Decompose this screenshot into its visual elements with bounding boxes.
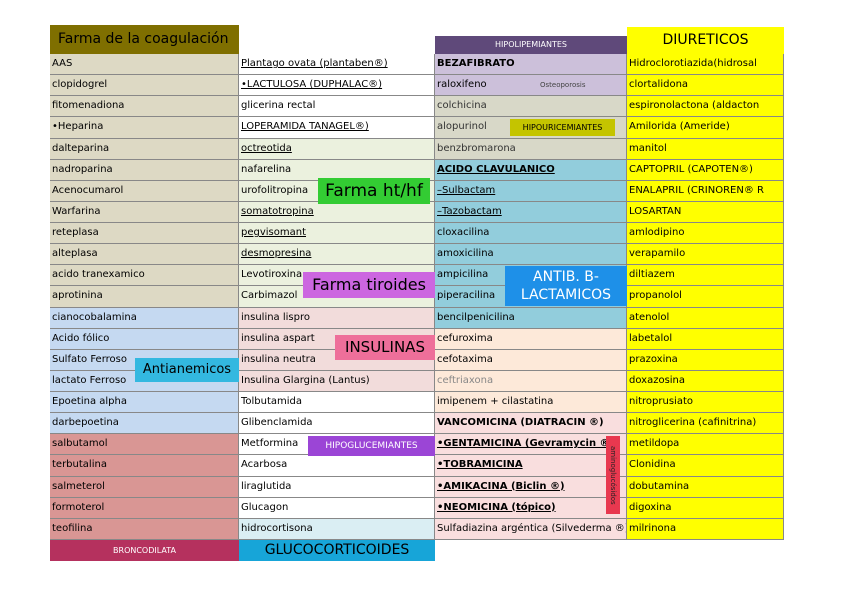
table-cell: espironolactona (aldacton: [627, 96, 784, 118]
table-cell: •GENTAMICINA (Gevramycin ®): [435, 434, 627, 456]
table-cell: amlodipino: [627, 223, 784, 245]
table-cell: verapamilo: [627, 244, 784, 266]
table-cell: darbepoetina: [50, 413, 239, 435]
table-cell: digoxina: [627, 497, 784, 519]
table-cell: VANCOMICINA (DIATRACIN ®): [435, 413, 627, 435]
table-cell: glicerina rectal: [239, 96, 435, 118]
table-cell: liraglutida: [239, 476, 435, 498]
table-cell: acido tranexamico: [50, 265, 239, 287]
table-cell: manitol: [627, 138, 784, 160]
table-cell: nitroprusiato: [627, 392, 784, 414]
table-cell: cianocobalamina: [50, 307, 239, 329]
group-label: ANTIB. B-LACTAMICOS: [505, 266, 627, 306]
table-cell: •TOBRAMICINA: [435, 455, 627, 477]
table-cell: ceftriaxona: [435, 370, 627, 393]
table-cell: ACIDO CLAVULANICO: [435, 159, 627, 181]
table-cell: colchicina: [435, 96, 627, 118]
table-cell: Acenocumarol: [50, 180, 239, 202]
table-cell: fitomenadiona: [50, 96, 239, 118]
table-cell: imipenem + cilastatina: [435, 392, 627, 414]
group-label: Farma tiroides: [303, 272, 435, 298]
table-cell: hidrocortisona: [239, 518, 435, 540]
table-cell: nitroglicerina (cafinitrina): [627, 413, 784, 435]
table-cell: clopidogrel: [50, 75, 239, 97]
table-cell: metildopa: [627, 434, 784, 456]
table-cell: terbutalina: [50, 455, 239, 477]
table-cell: –Sulbactam: [435, 180, 627, 202]
header: DIURETICOS: [627, 27, 784, 54]
table-cell: Amilorida (Ameride): [627, 117, 784, 139]
table-cell: Warfarina: [50, 201, 239, 224]
table-cell: nadroparina: [50, 159, 239, 181]
table-cell: raloxifeno: [435, 75, 627, 97]
group-label: aminoglucósidos: [606, 436, 620, 514]
group-label: Osteoporosis: [540, 81, 586, 89]
table-cell: somatotropina: [239, 201, 435, 224]
table-cell: diltiazem: [627, 265, 784, 287]
table-cell: LOPERAMIDA TANAGEL®): [239, 117, 435, 139]
table-cell: •AMIKACINA (Biclin ®): [435, 476, 627, 498]
table-cell: labetalol: [627, 328, 784, 350]
table-cell: teofilina: [50, 518, 239, 540]
group-label: Farma ht/hf: [318, 178, 430, 204]
table-cell: dalteparina: [50, 138, 239, 160]
group-label: INSULINAS: [335, 335, 435, 360]
table-cell: pegvisomant: [239, 223, 435, 245]
table-cell: bencilpenicilina: [435, 307, 627, 329]
table-cell: LOSARTAN: [627, 201, 784, 224]
table-cell: aprotinina: [50, 286, 239, 308]
table-cell: atenolol: [627, 307, 784, 329]
header: HIPOLIPEMIANTES: [435, 36, 627, 54]
group-label: HIPOGLUCEMIANTES: [308, 436, 435, 456]
table-cell: •Heparina: [50, 117, 239, 139]
table-cell: reteplasa: [50, 223, 239, 245]
header: Farma de la coagulación: [50, 25, 239, 54]
table-cell: Acarbosa: [239, 455, 435, 477]
table-cell: cefotaxima: [435, 349, 627, 371]
table-cell: doxazosina: [627, 370, 784, 393]
table-cell: BEZAFIBRATO: [435, 54, 627, 76]
table-cell: AAS: [50, 54, 239, 76]
table-cell: propanolol: [627, 286, 784, 308]
table-cell: cefuroxima: [435, 328, 627, 350]
table-cell: Clonidina: [627, 455, 784, 477]
table-cell: Insulina Glargina (Lantus): [239, 370, 435, 393]
table-cell: Epoetina alpha: [50, 392, 239, 414]
table-cell: CAPTOPRIL (CAPOTEN®): [627, 159, 784, 181]
table-cell: Plantago ovata (plantaben®): [239, 54, 435, 76]
table-cell: salbutamol: [50, 434, 239, 456]
table-cell: clortalidona: [627, 75, 784, 97]
table-cell: salmeterol: [50, 476, 239, 498]
table-cell: Acido fólico: [50, 328, 239, 350]
table-cell: prazoxina: [627, 349, 784, 371]
table-cell: Sulfadiazina argéntica (Silvederma ®): [435, 518, 627, 540]
table-cell: desmopresina: [239, 244, 435, 266]
table-cell: amoxicilina: [435, 244, 627, 266]
table-cell: formoterol: [50, 497, 239, 519]
table-cell: cloxacilina: [435, 223, 627, 245]
table-cell: Glucagon: [239, 497, 435, 519]
table-cell: •NEOMICINA (tópico): [435, 497, 627, 519]
table-cell: Tolbutamida: [239, 392, 435, 414]
footer: GLUCOCORTICOIDES: [239, 539, 435, 561]
table-cell: ENALAPRIL (CRINOREN® R: [627, 180, 784, 202]
table-cell: octreotida: [239, 138, 435, 160]
table-cell: Glibenclamida: [239, 413, 435, 435]
table-cell: •LACTULOSA (DUPHALAC®): [239, 75, 435, 97]
table-cell: insulina lispro: [239, 307, 435, 329]
footer: BRONCODILATA: [50, 539, 239, 561]
table-cell: milrinona: [627, 518, 784, 540]
group-label: HIPOURICEMIANTES: [510, 119, 615, 136]
table-cell: alteplasa: [50, 244, 239, 266]
table-cell: dobutamina: [627, 476, 784, 498]
table-cell: benzbromarona: [435, 138, 627, 160]
table-cell: Hidroclorotiazida(hidrosal: [627, 54, 784, 76]
table-cell: –Tazobactam: [435, 201, 627, 224]
group-label: Antianemicos: [135, 358, 239, 382]
